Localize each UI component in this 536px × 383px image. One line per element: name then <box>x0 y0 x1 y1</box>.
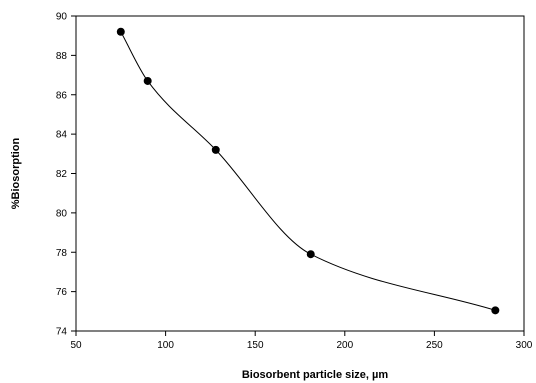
data-point <box>306 250 315 259</box>
y-tick-label: 78 <box>56 248 68 259</box>
x-tick-label: 200 <box>336 340 353 351</box>
y-tick-label: 76 <box>56 287 68 298</box>
data-point <box>491 306 500 315</box>
series-line <box>120 31 496 311</box>
x-tick-label: 50 <box>70 340 82 351</box>
y-tick-label: 84 <box>56 130 68 141</box>
x-axis-ticks: 50 100 150 200 250 300 <box>70 331 533 351</box>
plot-border <box>75 15 525 332</box>
plot-frame <box>75 15 525 332</box>
x-tick-label: 100 <box>157 340 174 351</box>
y-tick-label: 88 <box>56 51 68 62</box>
y-axis-ticks: 74 76 78 80 82 84 86 88 90 <box>56 12 76 338</box>
y-tick-label: 74 <box>56 327 68 338</box>
y-axis-title: %Biosorption <box>10 137 22 209</box>
data-point <box>116 27 125 36</box>
series-layer <box>116 27 500 315</box>
y-tick-label: 86 <box>56 90 68 101</box>
x-tick-label: 250 <box>426 340 443 351</box>
y-tick-label: 80 <box>56 208 68 219</box>
x-axis-title: Biosorbent particle size, µm <box>242 369 389 381</box>
y-tick-label: 82 <box>56 169 68 180</box>
data-point <box>211 145 220 154</box>
x-tick-label: 150 <box>247 340 264 351</box>
y-tick-label: 90 <box>56 12 68 23</box>
x-tick-label: 300 <box>516 340 533 351</box>
data-point <box>143 76 152 85</box>
